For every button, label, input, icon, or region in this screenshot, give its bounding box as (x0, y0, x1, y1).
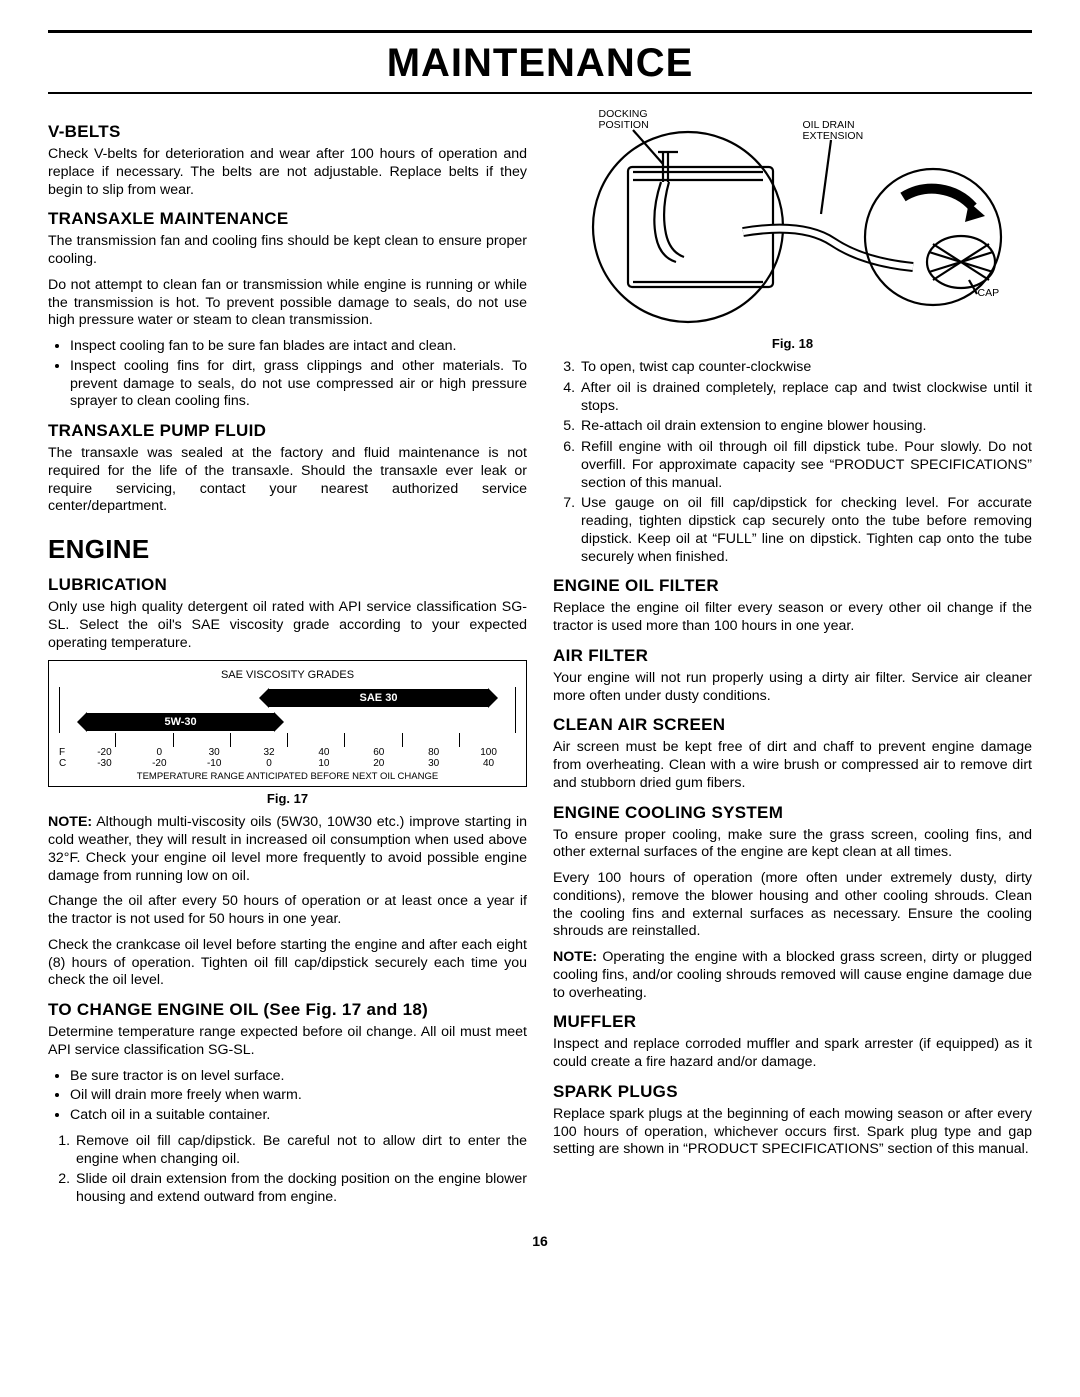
under-title-rule (48, 92, 1032, 94)
lubrication-heading: LUBRICATION (48, 575, 527, 595)
list-item: After oil is drained completely, replace… (579, 380, 1032, 416)
list-item: Inspect cooling fan to be sure fan blade… (70, 338, 527, 356)
5w30-bar: 5W-30 (87, 713, 274, 731)
check-crankcase: Check the crankcase oil level before sta… (48, 937, 527, 990)
left-column: V-BELTS Check V-belts for deterioration … (48, 112, 527, 1215)
list-item: Use gauge on oil fill cap/dipstick for c… (579, 495, 1032, 566)
change-every: Change the oil after every 50 hours of o… (48, 893, 527, 929)
scale-c-label: C (59, 758, 77, 769)
oil-drain-extension-label: OIL DRAIN EXTENSION (803, 120, 864, 142)
list-item: Refill engine with oil through oil fill … (579, 439, 1032, 492)
note-body: Although multi-viscosity oils (5W30, 10W… (48, 814, 527, 883)
sae-chart-footer: TEMPERATURE RANGE ANTICIPATED BEFORE NEX… (59, 771, 516, 782)
pumpfluid-body: The transaxle was sealed at the factory … (48, 445, 527, 516)
engine-diagram-icon (573, 112, 1013, 332)
oilfilter-body: Replace the engine oil filter every seas… (553, 600, 1032, 636)
right-column: DOCKING POSITION OIL DRAIN EXTENSION CAP (553, 112, 1032, 1215)
engine-heading: ENGINE (48, 534, 527, 565)
tochange-p1: Determine temperature range expected bef… (48, 1024, 527, 1060)
sae-scale-c: C -30 -20 -10 0 10 20 30 40 (59, 758, 516, 769)
muffler-heading: MUFFLER (553, 1012, 1032, 1032)
oil-note: NOTE: Although multi-viscosity oils (5W3… (48, 814, 527, 885)
tochange-bullets: Be sure tractor is on level surface. Oil… (48, 1068, 527, 1125)
docking-position-label: DOCKING POSITION (599, 109, 649, 131)
transaxle-p2: Do not attempt to clean fan or transmiss… (48, 277, 527, 330)
fig18-diagram: DOCKING POSITION OIL DRAIN EXTENSION CAP (573, 112, 1013, 332)
sae30-bar: SAE 30 (269, 689, 487, 707)
scale-f-label: F (59, 747, 77, 758)
steps-3-7: To open, twist cap counter-clockwise Aft… (553, 359, 1032, 566)
tochange-steps: Remove oil fill cap/dipstick. Be careful… (48, 1133, 527, 1207)
list-item: To open, twist cap counter-clockwise (579, 359, 1032, 377)
pumpfluid-heading: TRANSAXLE PUMP FLUID (48, 421, 527, 441)
list-item: Be sure tractor is on level surface. (70, 1068, 527, 1086)
sae30-label: SAE 30 (360, 692, 398, 704)
list-item: Re-attach oil drain extension to engine … (579, 418, 1032, 436)
cooling-p2: Every 100 hours of operation (more often… (553, 870, 1032, 941)
airfilter-body: Your engine will not run properly using … (553, 670, 1032, 706)
list-item: Inspect cooling fins for dirt, grass cli… (70, 358, 527, 411)
spark-body: Replace spark plugs at the beginning of … (553, 1106, 1032, 1159)
5w30-label: 5W-30 (164, 716, 196, 728)
top-rule (48, 30, 1032, 33)
transaxle-heading: TRANSAXLE MAINTENANCE (48, 209, 527, 229)
spark-heading: SPARK PLUGS (553, 1082, 1032, 1102)
transaxle-bullets: Inspect cooling fan to be sure fan blade… (48, 338, 527, 411)
list-item: Oil will drain more freely when warm. (70, 1087, 527, 1105)
cleanair-body: Air screen must be kept free of dirt and… (553, 739, 1032, 792)
list-item: Remove oil fill cap/dipstick. Be careful… (74, 1133, 527, 1169)
cooling-note: NOTE: Operating the engine with a blocke… (553, 949, 1032, 1002)
transaxle-p1: The transmission fan and cooling fins sh… (48, 233, 527, 269)
page-number: 16 (48, 1233, 1032, 1249)
fig17-caption: Fig. 17 (48, 791, 527, 806)
sae-bars: SAE 30 5W-30 (59, 687, 516, 733)
airfilter-heading: AIR FILTER (553, 646, 1032, 666)
sae-viscosity-chart: SAE VISCOSITY GRADES SAE 30 5W-30 F -20 … (48, 660, 527, 787)
cap-label: CAP (978, 288, 1000, 299)
list-item: Slide oil drain extension from the docki… (74, 1171, 527, 1207)
list-item: Catch oil in a suitable container. (70, 1107, 527, 1125)
oilfilter-heading: ENGINE OIL FILTER (553, 576, 1032, 596)
lubrication-p1: Only use high quality detergent oil rate… (48, 599, 527, 652)
muffler-body: Inspect and replace corroded muffler and… (553, 1036, 1032, 1072)
fig18-caption: Fig. 18 (553, 336, 1032, 351)
sae-scale-f: F -20 0 30 32 40 60 80 100 (59, 747, 516, 758)
vbelts-heading: V-BELTS (48, 122, 527, 142)
vbelts-body: Check V-belts for deterioration and wear… (48, 146, 527, 199)
note-lead: NOTE: (553, 949, 597, 965)
note-lead: NOTE: (48, 814, 92, 830)
page-title: MAINTENANCE (48, 41, 1032, 86)
cooling-p1: To ensure proper cooling, make sure the … (553, 827, 1032, 863)
cleanair-heading: CLEAN AIR SCREEN (553, 715, 1032, 735)
note-body: Operating the engine with a blocked gras… (553, 949, 1032, 1001)
tochange-heading: TO CHANGE ENGINE OIL (See Fig. 17 and 18… (48, 1000, 527, 1020)
cooling-heading: ENGINE COOLING SYSTEM (553, 803, 1032, 823)
sae-chart-title: SAE VISCOSITY GRADES (59, 669, 516, 681)
